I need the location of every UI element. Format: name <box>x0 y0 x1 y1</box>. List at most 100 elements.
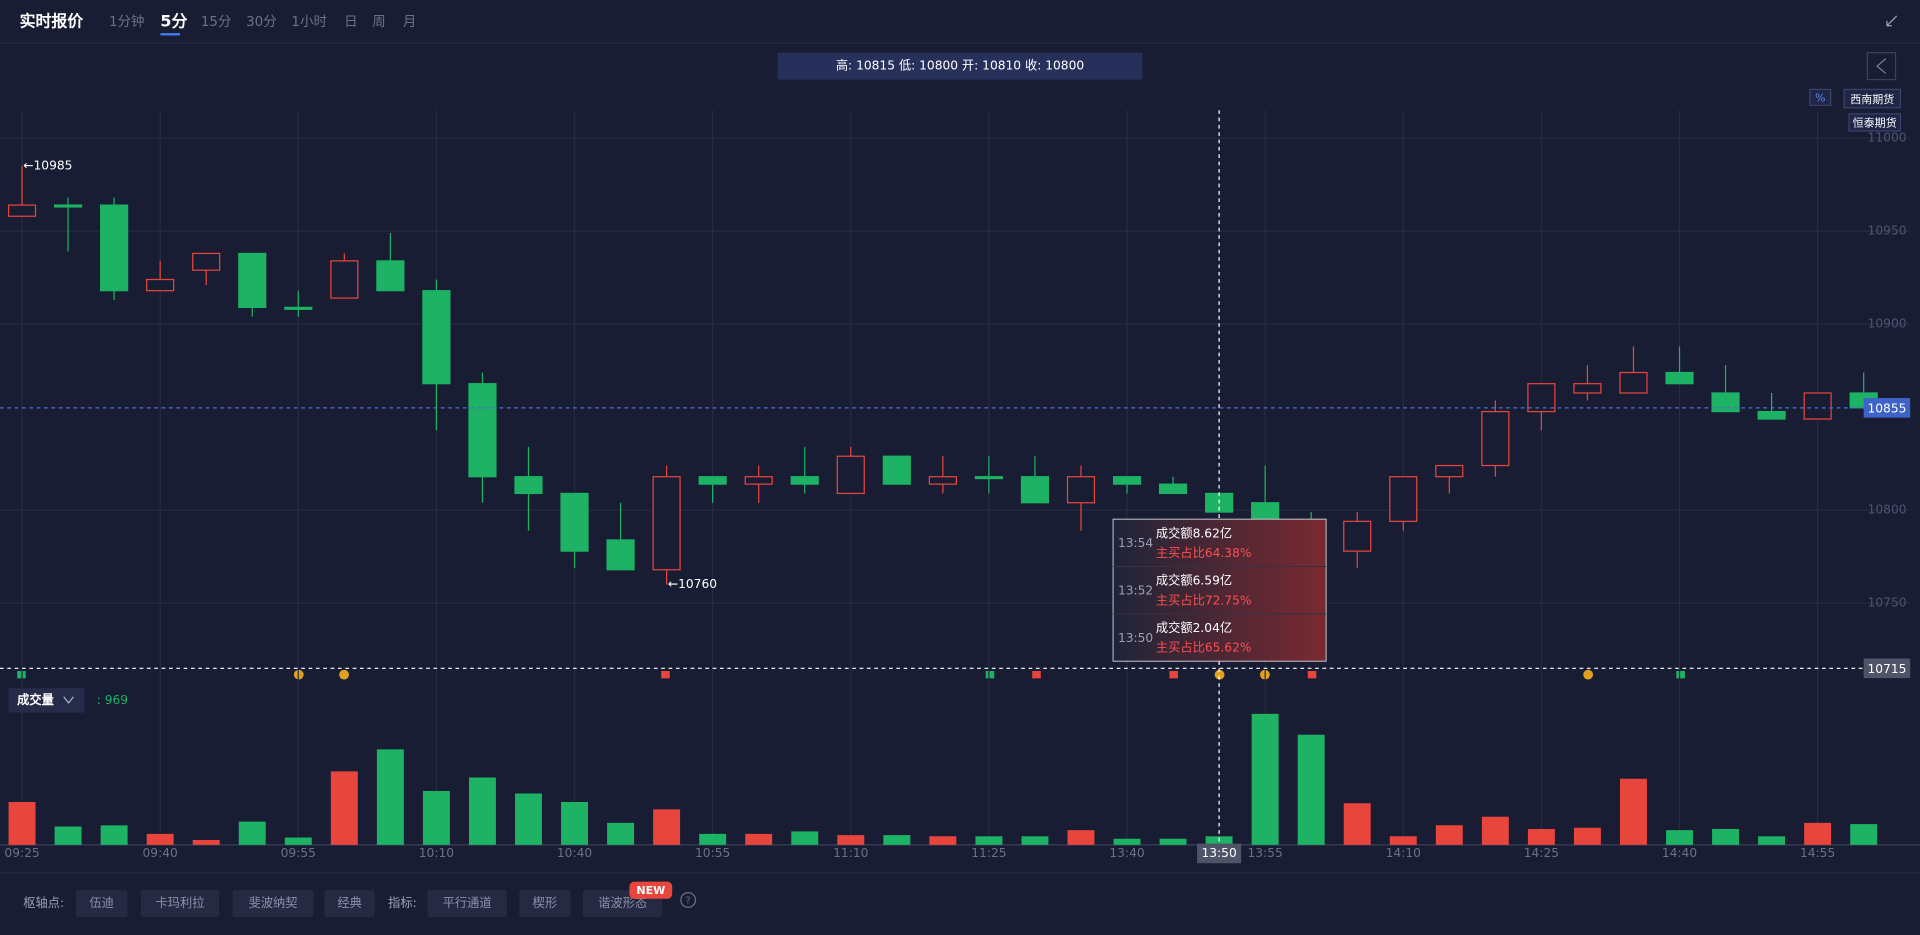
candle-body <box>1619 371 1648 394</box>
volume-bar <box>745 833 773 845</box>
candle-body <box>1481 410 1510 467</box>
volume-bar <box>607 822 635 845</box>
candle-body <box>238 252 267 309</box>
event-marker <box>661 671 670 679</box>
candle-body <box>560 492 589 552</box>
candle-body <box>1527 383 1556 413</box>
broker-tag-box[interactable] <box>1848 113 1902 132</box>
candle-body <box>1573 383 1602 394</box>
candle-body <box>1020 476 1050 504</box>
candle-body <box>1665 371 1694 385</box>
volume-bar <box>1435 825 1463 845</box>
candle-body <box>330 260 359 299</box>
event-marker <box>1676 671 1685 679</box>
volume-bar <box>330 771 358 845</box>
tooltip-amount: 成交额8.62亿 <box>1156 525 1232 540</box>
volume-bar <box>1159 838 1187 845</box>
volume-bar <box>1712 828 1740 845</box>
pivot-button[interactable] <box>140 890 220 918</box>
active-tab-underline <box>160 33 180 36</box>
candle-body <box>790 476 819 485</box>
event-marker <box>1032 671 1041 679</box>
volume-bar <box>8 802 36 845</box>
timeframe-tab[interactable]: 30分 <box>246 14 277 30</box>
candle-body <box>192 252 221 271</box>
indicator-button[interactable] <box>519 890 571 918</box>
volume-bar <box>146 833 174 845</box>
new-badge-box <box>629 881 673 899</box>
broker-tag-box[interactable] <box>1809 88 1832 106</box>
indicator-button-label[interactable]: 平行通道 <box>443 896 492 910</box>
new-badge: NEW <box>636 884 665 897</box>
timeframe-tab[interactable]: 1小时 <box>291 14 326 30</box>
tooltip-ratio: 主买占比64.38% <box>1156 545 1252 560</box>
volume-title[interactable]: 成交量 <box>17 692 54 707</box>
pivot-label: 枢轴点: <box>23 895 64 910</box>
minimize-icon[interactable] <box>1886 15 1898 27</box>
pivot-button[interactable] <box>324 890 375 918</box>
indicator-button[interactable] <box>427 890 507 918</box>
indicator-button-label[interactable]: 谐波形态 <box>598 896 647 910</box>
timeframe-tab[interactable]: 1分钟 <box>109 13 144 30</box>
pivot-button-label[interactable]: 卡玛利拉 <box>156 895 205 910</box>
candle-body <box>836 455 865 495</box>
candle-body <box>1066 476 1096 504</box>
help-icon[interactable]: ? <box>686 896 691 907</box>
pivot-button-label[interactable]: 伍迪 <box>89 896 113 910</box>
volume-bar <box>929 836 957 845</box>
event-marker <box>1583 669 1594 680</box>
x-tick-label: 09:40 <box>143 846 178 860</box>
last-price-tag-box <box>1863 398 1911 418</box>
candle-body <box>1343 520 1372 552</box>
collapse-button[interactable] <box>1866 52 1897 81</box>
crosshair-y-tag-box <box>1863 658 1911 679</box>
volume-bar <box>422 790 450 845</box>
timeframe-tab[interactable]: 15分 <box>201 14 232 30</box>
timeframe-tab[interactable]: 5分 <box>160 12 187 31</box>
pivot-button[interactable] <box>232 890 314 918</box>
event-marker <box>1307 671 1317 679</box>
volume-bar <box>1297 734 1325 845</box>
volume-bar <box>515 793 542 845</box>
volume-readout: : 969 <box>97 693 128 707</box>
candle-body <box>1757 410 1786 420</box>
candle-body <box>1389 476 1418 522</box>
candle-body <box>53 204 83 208</box>
volume-bar <box>1620 778 1647 845</box>
pivot-button[interactable] <box>75 890 128 918</box>
candle-body <box>514 476 543 495</box>
volume-bar <box>791 831 819 845</box>
volume-dropdown-icon <box>63 696 74 704</box>
candle-body <box>1112 476 1142 485</box>
crosshair-x-tag-box <box>1197 843 1242 864</box>
pivot-button-label[interactable]: 斐波纳契 <box>249 896 298 910</box>
x-tick-label: 14:10 <box>1386 846 1421 860</box>
candle-body <box>1435 464 1464 478</box>
volume-selector-box[interactable] <box>8 688 85 713</box>
x-tick-label: 13:40 <box>1109 846 1144 860</box>
volume-bar <box>883 835 911 845</box>
broker-tag: 西南期货 <box>1850 92 1894 106</box>
x-tick-label: 10:10 <box>419 846 454 860</box>
broker-tag-box[interactable] <box>1843 88 1902 109</box>
last-price-tag: 10855 <box>1867 402 1906 416</box>
indicator-label: 指标: <box>388 895 417 910</box>
price-annotation: ←10760 <box>668 577 717 591</box>
crosshair-y-tag: 10715 <box>1867 662 1906 676</box>
timeframe-tab[interactable]: 周 <box>372 15 385 30</box>
help-icon-circle[interactable] <box>680 892 697 908</box>
volume-bar <box>192 839 220 845</box>
event-marker <box>1214 669 1225 680</box>
volume-bar <box>1804 822 1832 845</box>
volume-bar <box>1021 836 1049 845</box>
timeframe-tab[interactable]: 日 <box>344 15 357 30</box>
indicator-button-label[interactable]: 楔形 <box>533 896 557 910</box>
candle-body <box>284 306 313 310</box>
timeframe-tab[interactable]: 月 <box>403 15 416 30</box>
x-tick-label: 14:55 <box>1800 846 1835 860</box>
volume-bar <box>284 837 312 845</box>
event-marker <box>1169 671 1178 679</box>
pivot-button-label[interactable]: 经典 <box>337 896 361 910</box>
